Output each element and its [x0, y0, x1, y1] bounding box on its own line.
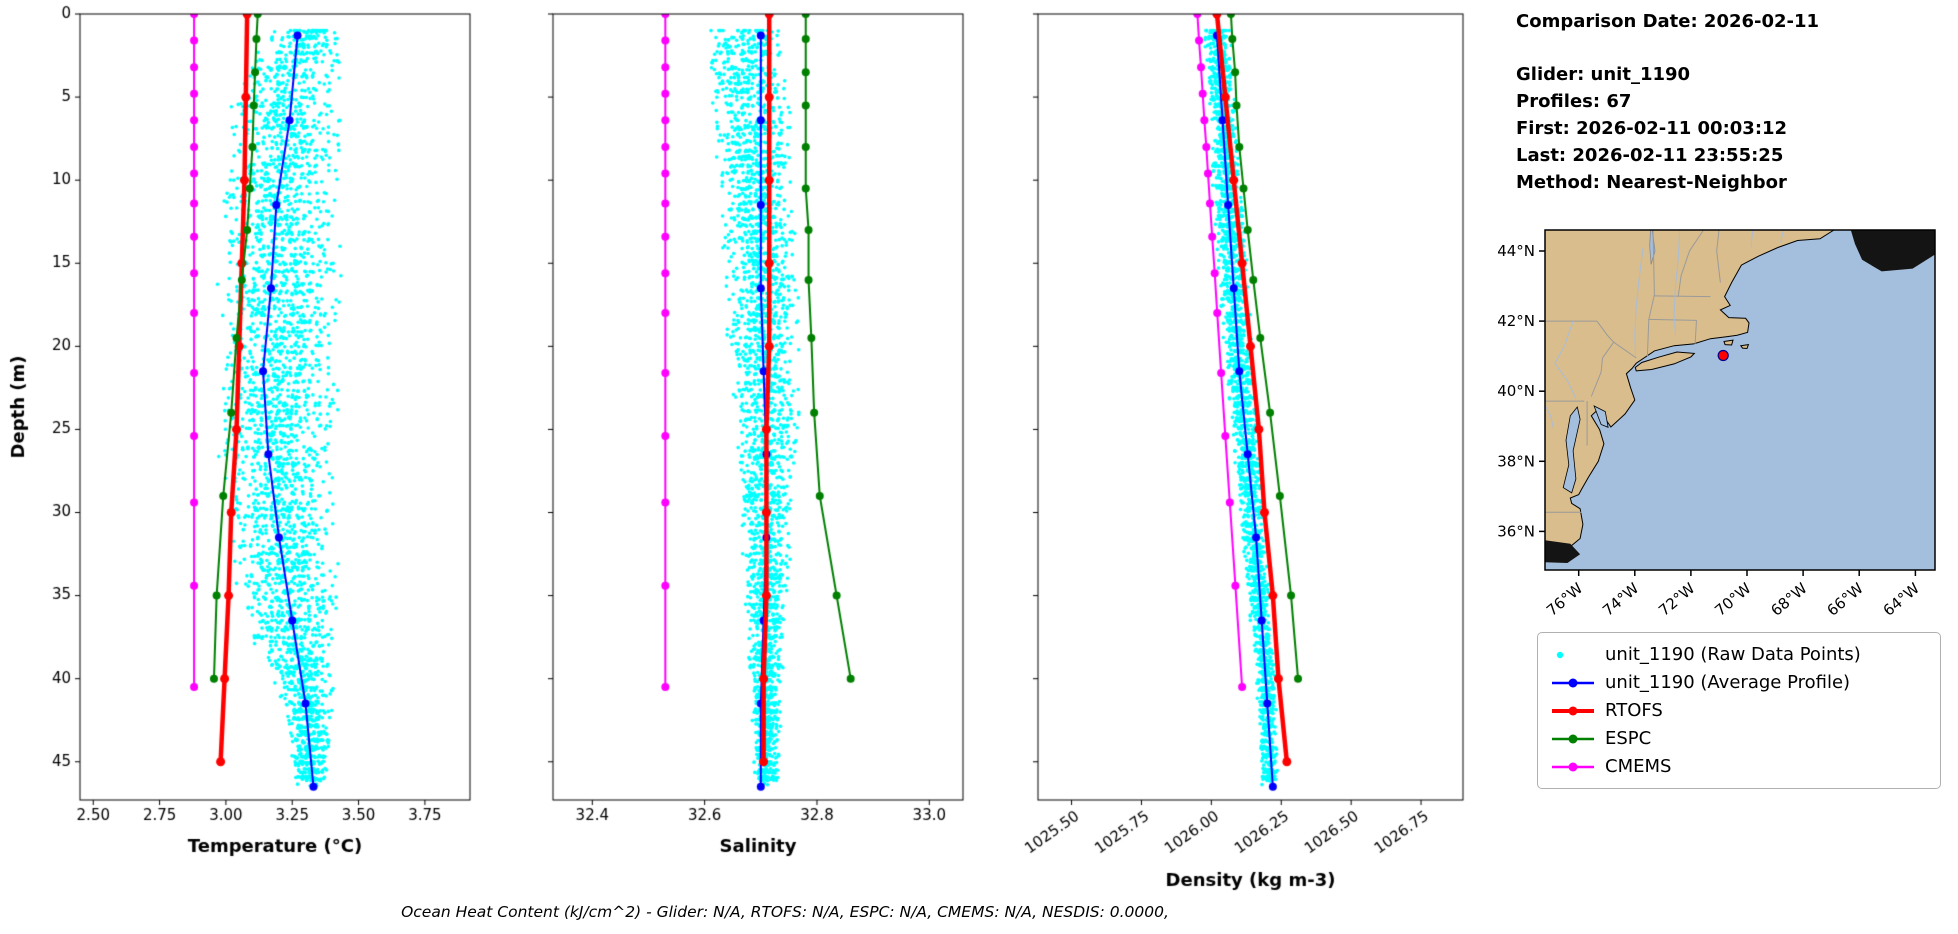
line-marker-icon — [1552, 762, 1594, 771]
glider-location-marker — [1717, 349, 1729, 362]
map-dark-land — [1850, 230, 1935, 272]
map-lat-label: 40°N — [1497, 382, 1535, 400]
legend-item: RTOFS — [1550, 700, 1928, 721]
legend-label: unit_1190 (Average Profile) — [1605, 672, 1851, 693]
map-lat-label: 42°N — [1497, 312, 1535, 330]
map-lon-label: 68°W — [1767, 579, 1810, 620]
map-river — [1750, 230, 1754, 248]
legend-label: unit_1190 (Raw Data Points) — [1605, 644, 1861, 665]
map-river — [1673, 230, 1681, 336]
legend: unit_1190 (Raw Data Points) unit_1190 (Av… — [1537, 632, 1941, 789]
map-lat-label: 44°N — [1497, 242, 1535, 260]
info-panel: Comparison Date: 2026-02-11 Glider: unit… — [1516, 8, 1819, 196]
map-river — [1554, 320, 1577, 400]
map-state-border — [1646, 230, 1655, 357]
legend-item: ESPC — [1550, 728, 1928, 749]
map-bay — [1593, 405, 1609, 428]
map-state-border — [1716, 230, 1721, 283]
first-time-text: First: 2026-02-11 00:03:12 — [1516, 118, 1788, 139]
map-lon-label: 72°W — [1655, 579, 1698, 620]
map-state-border — [1694, 320, 1697, 344]
map-island — [1634, 351, 1696, 372]
map-bay — [1562, 406, 1581, 494]
line-marker-icon — [1552, 678, 1594, 687]
map-river — [1634, 247, 1644, 357]
legend-label: CMEMS — [1605, 756, 1672, 777]
map-river — [1545, 405, 1554, 429]
map-lon-label: 70°W — [1711, 579, 1754, 620]
map-lat-label: 36°N — [1497, 522, 1535, 540]
map-state-border — [1613, 341, 1637, 359]
ocean-heat-content-footer: Ocean Heat Content (kJ/cm^2) - Glider: N… — [401, 903, 1169, 921]
line-marker-icon — [1552, 706, 1594, 715]
profiles-count-text: Profiles: 67 — [1516, 91, 1632, 112]
legend-item: CMEMS — [1550, 756, 1928, 777]
map-lon-label: 66°W — [1823, 579, 1866, 620]
map-mainland — [1545, 230, 1835, 557]
map-lake — [1649, 230, 1656, 265]
map-lon-label: 74°W — [1599, 579, 1642, 620]
map-lon-label: 76°W — [1543, 579, 1586, 620]
map-lat-label: 38°N — [1497, 452, 1535, 470]
comparison-date-text: Comparison Date: 2026-02-11 — [1516, 11, 1820, 32]
map-dark-land — [1545, 540, 1581, 563]
map-island — [1739, 343, 1750, 350]
legend-item: unit_1190 (Raw Data Points) — [1550, 644, 1928, 665]
legend-label: ESPC — [1605, 728, 1652, 749]
map-state-border — [1654, 295, 1711, 298]
last-time-text: Last: 2026-02-11 23:55:25 — [1516, 145, 1784, 166]
map-river — [1780, 230, 1784, 243]
location-map: 44°N 42°N 40°N 38°N 36°N 76°W 74°W 72°W 70°W 68°W… — [1497, 229, 1936, 620]
legend-label: RTOFS — [1605, 700, 1663, 721]
glider-name-text: Glider: unit_1190 — [1516, 64, 1691, 85]
legend-item: unit_1190 (Average Profile) — [1550, 672, 1928, 693]
profile-plots-canvas — [0, 0, 1500, 900]
map-frame — [1544, 229, 1936, 571]
map-lon-label: 64°W — [1880, 579, 1923, 620]
info-spacer — [1516, 35, 1819, 61]
map-state-border — [1648, 318, 1697, 321]
map-state-border — [1590, 320, 1615, 397]
map-island — [1723, 339, 1734, 346]
line-marker-icon — [1552, 734, 1594, 743]
method-text: Method: Nearest-Neighbor — [1516, 172, 1787, 193]
scatter-marker-icon — [1556, 651, 1564, 658]
map-state-border — [1677, 230, 1704, 296]
